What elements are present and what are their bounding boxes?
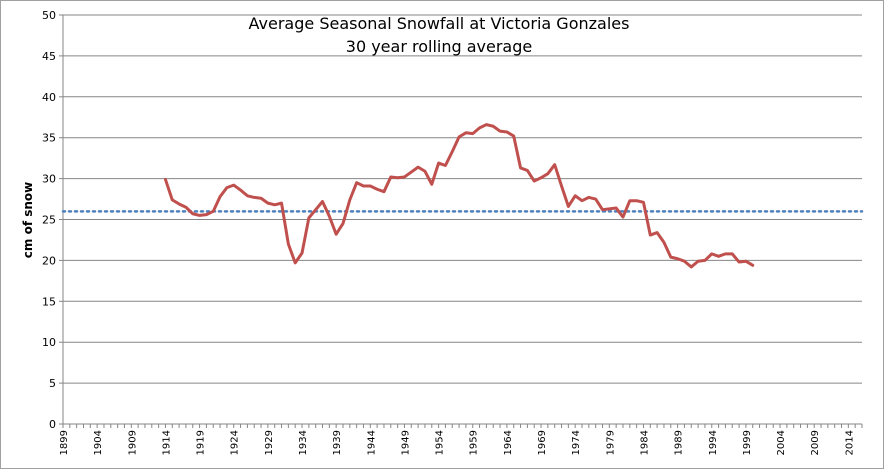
x-tick-label: 1984 [639,430,650,455]
y-axis-label: cm of snow [21,182,35,258]
y-tick-label: 25 [42,214,56,227]
gridlines [63,14,862,384]
y-tick-label: 45 [42,50,56,63]
axes [59,14,863,428]
y-tick-label: 50 [42,9,56,22]
x-tick-label: 1899 [59,430,70,455]
x-tick-label: 1964 [503,430,514,455]
x-tick-label: 1944 [366,430,377,455]
chart-title: Average Seasonal Snowfall at Victoria Go… [249,14,630,33]
y-tick-label: 35 [42,132,56,145]
x-tick-label: 2014 [844,430,855,455]
x-tick-label: 1949 [400,430,411,455]
x-tick-label: 1939 [332,430,343,455]
y-tick-label: 40 [42,91,56,104]
x-tick-label: 1954 [435,430,446,455]
x-tick-label: 1924 [230,430,241,455]
y-tick-label: 5 [49,377,56,390]
x-tick-label: 1919 [196,430,207,455]
x-tick-label: 1914 [161,430,172,455]
x-tick-label: 1969 [537,430,548,455]
x-tick-label: 2004 [776,430,787,455]
x-tick-label: 2009 [810,430,821,455]
x-tick-label: 1994 [708,430,719,455]
y-tick-label: 15 [42,295,56,308]
chart-subtitle: 30 year rolling average [346,37,532,56]
y-tick-label: 10 [42,336,56,349]
y-tick-label: 30 [42,173,56,186]
x-tick-label: 1904 [93,430,104,455]
series-group [163,123,755,269]
y-tick-labels: 0 5 10 15 20 25 30 35 40 45 50 [42,9,56,431]
y-tick-label: 20 [42,254,56,267]
y-tick-label: 0 [49,418,56,431]
series-line [163,123,755,269]
x-tick-label: 1974 [571,430,582,455]
x-tick-label: 1934 [298,430,309,455]
x-tick-label: 1979 [605,430,616,455]
x-tick-labels: 1899 1904 1909 1914 1919 1924 1929 1934 1939 1944… [59,430,855,455]
x-tick-label: 1989 [674,430,685,455]
x-tick-label: 1999 [742,430,753,455]
x-tick-label: 1929 [264,430,275,455]
x-tick-label: 1909 [127,430,138,455]
x-tick-label: 1959 [469,430,480,455]
